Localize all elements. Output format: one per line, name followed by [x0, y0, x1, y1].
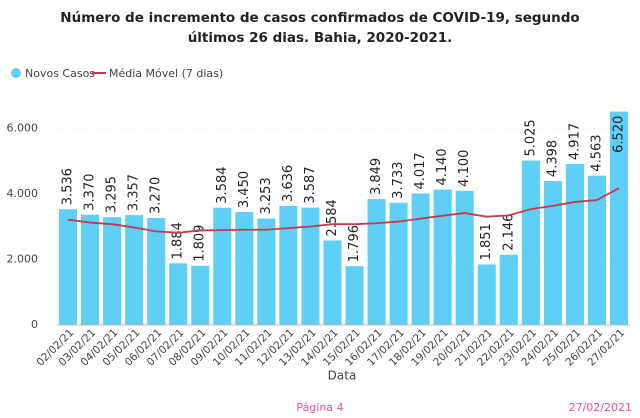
legend-label: Novos Casos [25, 67, 95, 80]
bar [345, 266, 364, 325]
bar [103, 217, 122, 325]
bar [411, 193, 430, 325]
footer-date: 27/02/2021 [569, 401, 632, 414]
bar [609, 111, 629, 325]
bar [455, 190, 474, 325]
legend-label: Média Móvel (7 dias) [109, 67, 223, 80]
value-label: 2.584 [325, 199, 340, 236]
value-label: 3.253 [259, 177, 274, 214]
value-label: 6.520 [611, 116, 626, 153]
legend-swatch [11, 68, 21, 78]
value-label: 3.450 [237, 171, 252, 208]
value-label: 1.884 [171, 222, 186, 259]
bar [169, 263, 188, 325]
bar [58, 209, 78, 325]
bar [543, 181, 562, 325]
bar [433, 189, 452, 325]
value-label: 4.563 [589, 134, 604, 171]
value-label: 4.917 [567, 123, 582, 160]
bar [257, 218, 276, 325]
bar [367, 199, 386, 325]
value-label: 1.796 [347, 225, 362, 262]
value-label: 3.295 [105, 176, 120, 213]
value-label: 1.809 [193, 225, 208, 262]
chart-title: Número de incremento de casos confirmado… [60, 10, 580, 46]
page-number: Página 4 [296, 401, 343, 414]
bar [389, 202, 408, 325]
bar [147, 217, 166, 325]
bar [301, 207, 320, 325]
bar [587, 175, 606, 325]
bar [499, 254, 518, 325]
value-label: 3.587 [303, 166, 318, 203]
value-label: 3.536 [61, 168, 76, 205]
value-label: 3.849 [369, 158, 384, 195]
bar [235, 212, 254, 325]
value-label: 4.017 [413, 152, 428, 189]
value-label: 4.100 [457, 150, 472, 187]
y-tick-label: 6.000 [7, 122, 39, 135]
bar [213, 207, 232, 325]
y-tick-label: 4.000 [7, 187, 39, 200]
y-tick-label: 2.000 [7, 253, 39, 266]
x-axis-label: Data [328, 369, 357, 383]
value-label: 3.636 [281, 165, 296, 202]
value-label: 3.357 [127, 174, 142, 211]
value-label: 2.146 [501, 214, 516, 251]
value-label: 1.851 [479, 223, 494, 260]
bar [565, 164, 584, 325]
bar [323, 240, 342, 325]
value-label: 4.398 [545, 140, 560, 177]
value-label: 5.025 [523, 119, 538, 156]
bar [125, 215, 144, 325]
value-label: 3.270 [149, 177, 164, 214]
value-label: 4.140 [435, 148, 450, 185]
value-label: 3.370 [83, 173, 98, 210]
moving-average-line [67, 187, 620, 234]
bar [279, 206, 298, 325]
y-tick-label: 0 [31, 318, 38, 331]
bar [521, 160, 540, 325]
bar [477, 264, 496, 325]
bar [191, 265, 210, 325]
value-label: 3.584 [215, 166, 230, 203]
bar [81, 214, 100, 325]
value-label: 3.733 [391, 162, 406, 199]
